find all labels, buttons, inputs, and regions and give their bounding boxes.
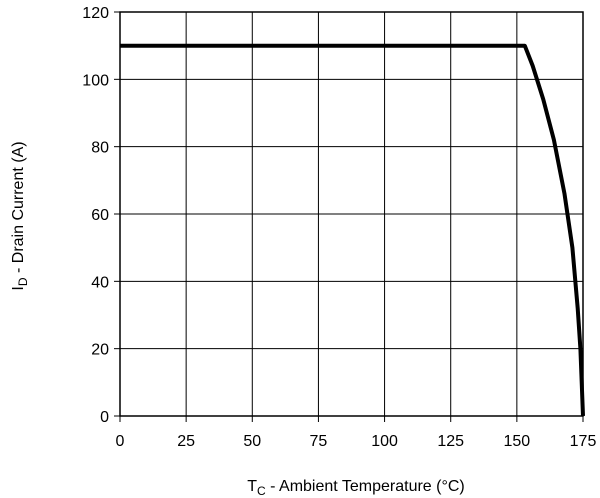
y-tick-label: 60 [91,207,109,224]
y-axis-ticks: 0 20 40 60 80 100 120 [82,5,120,426]
x-tick-label: 100 [371,433,398,450]
y-axis-title-subscript: D [16,277,30,286]
x-tick-label: 75 [310,433,328,450]
x-tick-label: 50 [243,433,261,450]
drain-current-curve [120,43,585,417]
x-tick-label: 125 [437,433,464,450]
x-axis-title: TC - Ambient Temperature (°C) [247,478,465,498]
x-axis-title-subscript: C [257,484,266,498]
x-axis-ticks: 0 25 50 75 100 125 150 175 [116,416,597,450]
y-tick-label: 40 [91,274,109,291]
y-tick-label: 0 [100,409,109,426]
x-tick-label: 25 [177,433,195,450]
y-tick-label: 100 [82,72,109,89]
y-tick-label: 80 [91,140,109,157]
x-tick-label: 0 [116,433,125,450]
grid-lines [119,11,584,417]
y-axis-title: ID - Drain Current (A) [10,141,30,290]
x-tick-label: 150 [504,433,531,450]
y-tick-label: 20 [91,342,109,359]
x-tick-label: 175 [570,433,597,450]
y-tick-label: 120 [82,5,109,22]
